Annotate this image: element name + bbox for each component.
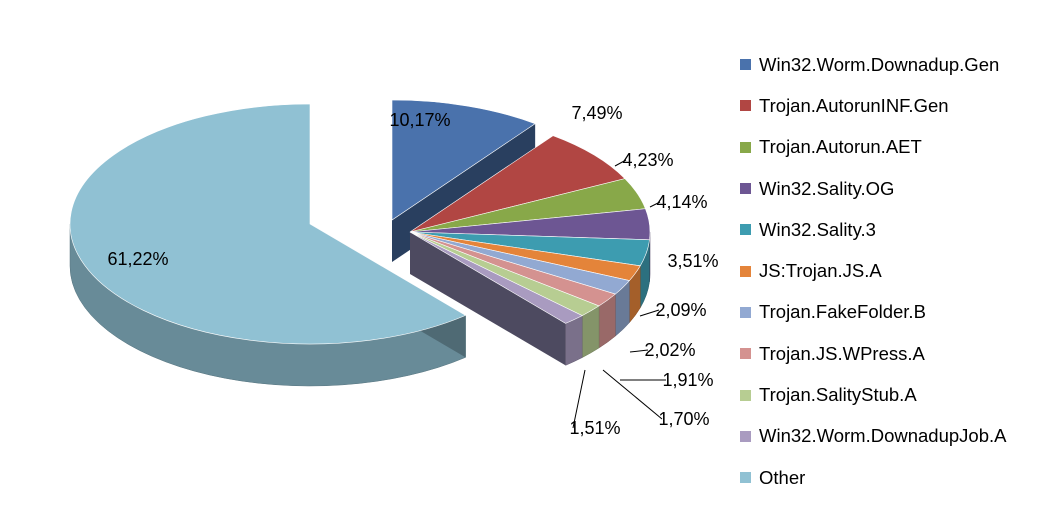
pie-cut-cluster (410, 232, 566, 366)
data-label-trojan-fakefolder-b: 2,02% (644, 340, 695, 360)
leader-line-js-trojan-js-a (639, 309, 660, 317)
legend-swatch (740, 183, 751, 195)
legend-label: Trojan.AutorunINF.Gen (759, 94, 949, 116)
legend-label: Trojan.FakeFolder.B (759, 301, 926, 323)
data-label-win32-sality-3: 3,51% (667, 251, 718, 271)
legend: Win32.Worm.Downadup.Gen Trojan.AutorunINF… (740, 44, 1050, 498)
legend-label: Other (759, 466, 806, 488)
pie-slice-other (69, 103, 467, 345)
data-label-js-trojan-js-a: 2,09% (655, 300, 706, 320)
pie-side-win32-worm-downadupjob-a (565, 315, 583, 366)
data-label-trojan-autoruninf-gen: 7,49% (571, 103, 622, 123)
legend-swatch (740, 59, 751, 71)
legend-label: Trojan.Autorun.AET (759, 136, 922, 158)
legend-item-trojan-autorun-aet: Trojan.Autorun.AET (740, 127, 1050, 168)
legend-swatch (740, 100, 751, 112)
legend-label: Trojan.JS.WPress.A (759, 342, 925, 364)
leader-line-win32-worm-downadupjob-a (572, 369, 586, 429)
legend-item-win32-sality-3: Win32.Sality.3 (740, 209, 1050, 250)
legend-label: Win32.Sality.OG (759, 177, 895, 199)
data-label-trojan-js-wpress-a: 1,91% (662, 370, 713, 390)
legend-swatch (740, 348, 751, 360)
legend-swatch (740, 224, 751, 236)
legend-swatch (740, 306, 751, 318)
data-label-other: 61,22% (107, 249, 168, 269)
pie-slice-trojan-autoruninf-gen (409, 135, 626, 233)
leader-lines (572, 159, 666, 429)
pie-slice-win32-worm-downadupjob-a (409, 231, 583, 324)
legend-item-js-trojan-js-a: JS:Trojan.JS.A (740, 250, 1050, 291)
data-label-win32-worm-downadup-gen: 10,17% (389, 110, 450, 130)
pie-slice-win32-worm-downadup-gen (391, 99, 536, 221)
legend-item-win32-worm-downadup-gen: Win32.Worm.Downadup.Gen (740, 44, 1050, 85)
legend-item-trojan-autoruninf-gen: Trojan.AutorunINF.Gen (740, 85, 1050, 126)
legend-item-other: Other (740, 457, 1050, 498)
data-label-trojan-salitystub-a: 1,70% (658, 409, 709, 429)
legend-swatch (740, 472, 751, 484)
data-label-trojan-autorun-aet: 4,23% (622, 150, 673, 170)
legend-label: Win32.Worm.DownadupJob.A (759, 425, 1007, 447)
legend-item-win32-sality-og: Win32.Sality.OG (740, 168, 1050, 209)
legend-swatch (740, 389, 751, 401)
data-label-win32-sality-og: 4,14% (656, 192, 707, 212)
legend-label: JS:Trojan.JS.A (759, 260, 882, 282)
legend-swatch (740, 141, 751, 153)
data-label-win32-worm-downadupjob-a: 1,51% (569, 418, 620, 438)
leader-line-trojan-fakefolder-b (629, 349, 649, 353)
legend-swatch (740, 265, 751, 277)
legend-item-win32-worm-downadupjob-a: Win32.Worm.DownadupJob.A (740, 416, 1050, 457)
legend-item-trojan-salitystub-a: Trojan.SalityStub.A (740, 374, 1050, 415)
legend-item-trojan-fakefolder-b: Trojan.FakeFolder.B (740, 292, 1050, 333)
leader-line-trojan-salitystub-a (602, 369, 663, 420)
leader-line-trojan-autorun-aet (614, 159, 627, 167)
legend-label: Win32.Worm.Downadup.Gen (759, 53, 1000, 75)
legend-swatch (740, 430, 751, 442)
data-labels: 10,17% 7,49% 4,23% 4,14% 3,51% 2,09% 2,02% 1,91… (107, 103, 718, 438)
legend-label: Trojan.SalityStub.A (759, 384, 917, 406)
pie-slices (69, 99, 651, 345)
leader-line-win32-sality-og (649, 201, 661, 208)
legend-label: Win32.Sality.3 (759, 218, 876, 240)
legend-item-trojan-js-wpress-a: Trojan.JS.WPress.A (740, 333, 1050, 374)
